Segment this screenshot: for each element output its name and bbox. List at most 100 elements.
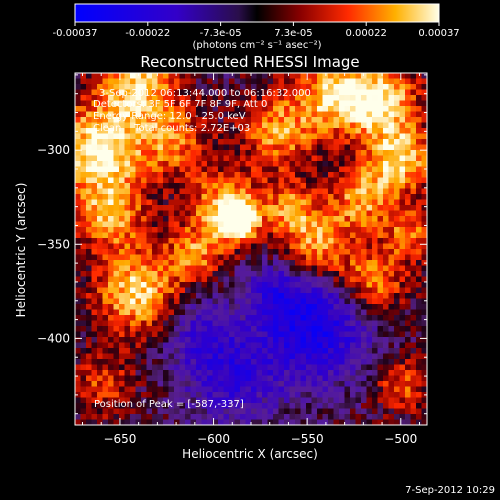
heatmap-cell bbox=[317, 183, 323, 189]
heatmap-cell bbox=[394, 419, 400, 426]
heatmap-cell bbox=[168, 304, 175, 310]
heatmap-cell bbox=[75, 95, 81, 101]
heatmap-cell bbox=[333, 375, 340, 382]
heatmap-cell bbox=[212, 100, 219, 107]
heatmap-cell bbox=[185, 150, 191, 156]
heatmap-cell bbox=[97, 78, 103, 85]
heatmap-cell bbox=[344, 122, 351, 129]
heatmap-cell bbox=[306, 177, 312, 184]
heatmap-cell bbox=[179, 331, 186, 338]
heatmap-cell bbox=[75, 315, 81, 321]
heatmap-cell bbox=[372, 199, 378, 206]
heatmap-cell bbox=[97, 348, 103, 354]
heatmap-cell bbox=[141, 122, 147, 129]
heatmap-cell bbox=[328, 331, 334, 338]
heatmap-cell bbox=[190, 166, 197, 173]
heatmap-cell bbox=[256, 320, 263, 327]
heatmap-cell bbox=[91, 249, 98, 255]
heatmap-cell bbox=[262, 320, 268, 327]
heatmap-cell bbox=[273, 359, 279, 365]
heatmap-cell bbox=[311, 298, 318, 305]
heatmap-cell bbox=[394, 326, 400, 332]
heatmap-cell bbox=[350, 419, 356, 426]
heatmap-cell bbox=[75, 84, 81, 90]
heatmap-cell bbox=[91, 177, 98, 184]
heatmap-cell bbox=[108, 89, 114, 96]
heatmap-cell bbox=[366, 392, 373, 398]
heatmap-cell bbox=[410, 194, 417, 200]
heatmap-cell bbox=[350, 403, 356, 409]
heatmap-cell bbox=[174, 386, 180, 393]
heatmap-cell bbox=[86, 326, 92, 332]
heatmap-cell bbox=[223, 282, 230, 288]
heatmap-cell bbox=[289, 166, 296, 173]
heatmap-cell bbox=[168, 188, 175, 195]
heatmap-cell bbox=[97, 144, 103, 151]
heatmap-cell bbox=[289, 161, 296, 167]
heatmap-cell bbox=[80, 342, 87, 349]
heatmap-cell bbox=[152, 392, 158, 398]
heatmap-cell bbox=[251, 392, 257, 398]
heatmap-cell bbox=[350, 304, 356, 310]
heatmap-cell bbox=[399, 166, 406, 173]
heatmap-cell bbox=[229, 304, 235, 310]
heatmap-cell bbox=[207, 298, 213, 305]
heatmap-cell bbox=[91, 353, 98, 360]
heatmap-cell bbox=[223, 337, 230, 343]
heatmap-cell bbox=[168, 210, 175, 217]
heatmap-cell bbox=[130, 111, 136, 118]
peak-position-label: Position of Peak = [-587,-337] bbox=[94, 399, 244, 410]
heatmap-cell bbox=[240, 282, 246, 288]
heatmap-cell bbox=[306, 397, 312, 404]
heatmap-cell bbox=[366, 221, 373, 228]
heatmap-cell bbox=[245, 260, 252, 266]
heatmap-cell bbox=[284, 364, 290, 371]
heatmap-cell bbox=[229, 232, 235, 239]
heatmap-cell bbox=[328, 84, 334, 90]
heatmap-cell bbox=[190, 227, 197, 233]
heatmap-cell bbox=[273, 309, 279, 316]
heatmap-cell bbox=[295, 238, 301, 244]
heatmap-cell bbox=[416, 364, 422, 371]
heatmap-cell bbox=[267, 370, 274, 376]
heatmap-cell bbox=[344, 188, 351, 195]
heatmap-cell bbox=[317, 232, 323, 239]
heatmap-cell bbox=[201, 386, 208, 393]
heatmap-cell bbox=[377, 414, 384, 420]
heatmap-cell bbox=[333, 78, 340, 85]
heatmap-cell bbox=[75, 408, 81, 415]
heatmap-cell bbox=[328, 144, 334, 151]
heatmap-cell bbox=[185, 117, 191, 123]
heatmap-cell bbox=[344, 249, 351, 255]
heatmap-cell bbox=[245, 320, 252, 327]
heatmap-cell bbox=[91, 73, 98, 79]
heatmap-cell bbox=[146, 309, 153, 316]
heatmap-cell bbox=[355, 304, 362, 310]
heatmap-cell bbox=[399, 315, 406, 321]
heatmap-cell bbox=[267, 227, 274, 233]
heatmap-cell bbox=[223, 188, 230, 195]
heatmap-cell bbox=[416, 403, 422, 409]
heatmap-cell bbox=[163, 227, 169, 233]
heatmap-cell bbox=[262, 249, 268, 255]
heatmap-cell bbox=[168, 364, 175, 371]
heatmap-cell bbox=[163, 194, 169, 200]
heatmap-cell bbox=[405, 370, 411, 376]
heatmap-cell bbox=[251, 166, 257, 173]
heatmap-cell bbox=[201, 408, 208, 415]
heatmap-cell bbox=[91, 254, 98, 261]
heatmap-cell bbox=[245, 221, 252, 228]
heatmap-cell bbox=[388, 342, 395, 349]
heatmap-cell bbox=[317, 370, 323, 376]
heatmap-cell bbox=[251, 227, 257, 233]
heatmap-cell bbox=[289, 73, 296, 79]
heatmap-cell bbox=[108, 265, 114, 272]
heatmap-cell bbox=[405, 337, 411, 343]
heatmap-cell bbox=[157, 265, 164, 272]
heatmap-cell bbox=[333, 419, 340, 426]
heatmap-cell bbox=[91, 188, 98, 195]
heatmap-cell bbox=[366, 249, 373, 255]
heatmap-cell bbox=[229, 298, 235, 305]
heatmap-cell bbox=[372, 232, 378, 239]
heatmap-cell bbox=[383, 122, 389, 129]
